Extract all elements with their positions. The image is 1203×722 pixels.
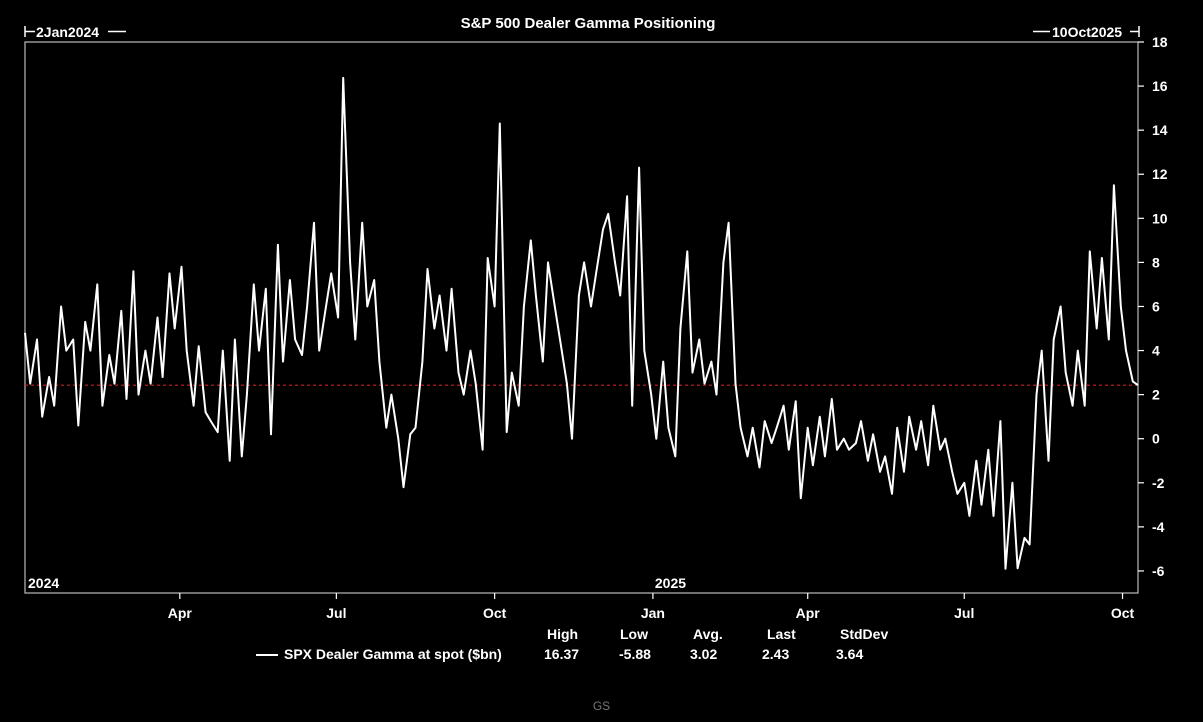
x-tick-label: Oct: [1111, 605, 1135, 621]
y-tick-label: 6: [1152, 298, 1160, 314]
x-tick-label: Apr: [168, 605, 193, 621]
x-tick-label: Oct: [483, 605, 507, 621]
x-tick-label: Jul: [326, 605, 346, 621]
y-tick-label: 18: [1152, 34, 1168, 50]
watermark: GS: [592, 699, 611, 713]
y-tick-label: 0: [1152, 431, 1160, 447]
y-tick-label: 12: [1152, 166, 1168, 182]
stat-value-stddev: 3.64: [836, 646, 864, 662]
year-label: 2025: [655, 575, 686, 591]
stat-value-avg: 3.02: [690, 646, 718, 662]
year-labels: 2024 2025: [28, 575, 686, 591]
stat-header-stddev: StdDev: [840, 626, 889, 642]
stat-header-low: Low: [620, 626, 648, 642]
x-tick-label: Apr: [796, 605, 821, 621]
y-tick-label: -4: [1152, 519, 1165, 535]
year-label: 2024: [28, 575, 59, 591]
y-tick-label: 10: [1152, 210, 1168, 226]
series-group: [24, 76, 1139, 570]
range-start-label: 2Jan2024: [36, 24, 99, 40]
stat-header-high: High: [547, 626, 579, 642]
stat-value-last: 2.43: [762, 646, 790, 662]
y-tick-label: 16: [1152, 78, 1168, 94]
x-axis: Apr Jul Oct Jan Apr Jul Oct: [168, 593, 1135, 621]
y-tick-label: 14: [1152, 122, 1168, 138]
stat-value-low: -5.88: [619, 646, 651, 662]
y-tick-label: 4: [1152, 343, 1160, 359]
legend-label: SPX Dealer Gamma at spot ($bn): [284, 646, 502, 662]
y-axis: -6 -4 -2 0 2 4 6 8 10 12 14 16 18: [1138, 34, 1168, 579]
stat-header-avg: Avg.: [693, 626, 723, 642]
range-end-label: 10Oct2025: [1052, 24, 1122, 40]
range-end-marker: 10Oct2025: [1033, 24, 1140, 40]
legend-swatch: [256, 654, 278, 656]
stat-header-last: Last: [767, 626, 796, 642]
y-tick-label: -6: [1152, 563, 1165, 579]
series-line-spx-dealer-gamma: [24, 76, 1139, 570]
y-tick-label: -2: [1152, 475, 1165, 491]
plot-frame: [24, 41, 1139, 594]
y-tick-label: 2: [1152, 387, 1160, 403]
x-tick-label: Jan: [641, 605, 665, 621]
y-tick-label: 8: [1152, 254, 1160, 270]
x-tick-label: Jul: [954, 605, 974, 621]
stat-value-high: 16.37: [544, 646, 580, 662]
range-start-marker: 2Jan2024: [24, 24, 126, 40]
chart-title: S&P 500 Dealer Gamma Positioning: [461, 15, 716, 32]
stats-table: High Low Avg. Last StdDev SPX Dealer Gam…: [0, 625, 1203, 665]
